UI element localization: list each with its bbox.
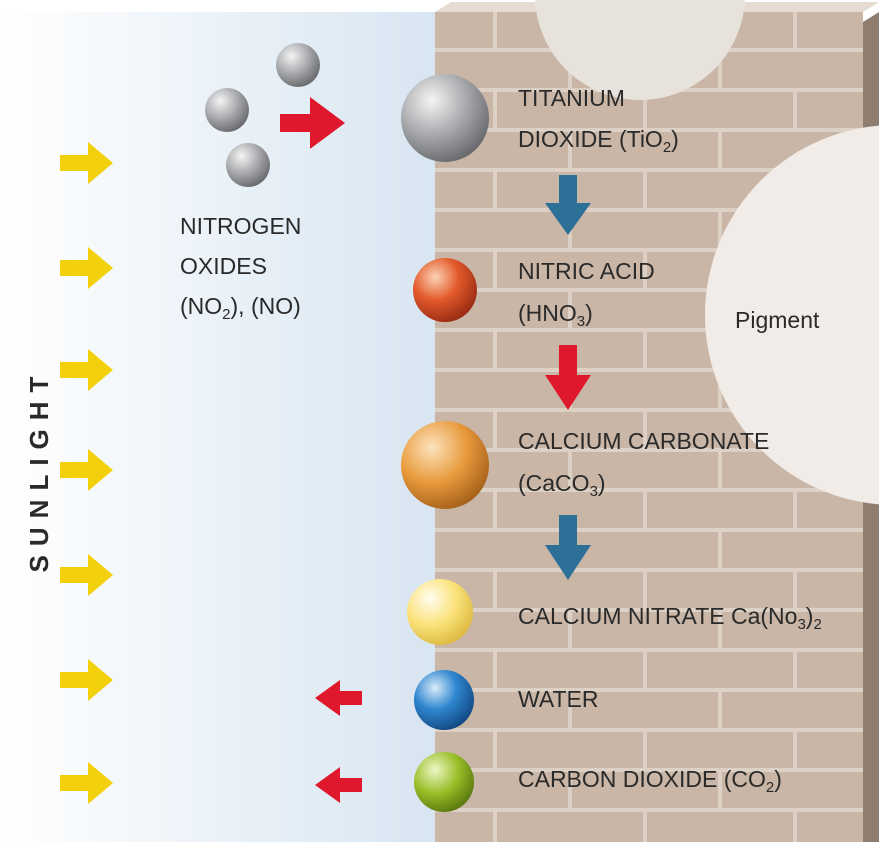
- label-text: WATER: [518, 686, 599, 712]
- label-line: CALCIUM CARBONATE: [518, 428, 769, 454]
- label-text: ), (NO): [231, 293, 301, 319]
- label-line: TITANIUM: [518, 85, 625, 111]
- sphere: [401, 74, 489, 162]
- subscript: 3: [590, 483, 598, 500]
- sunlight-label: SUNLIGHT: [24, 368, 54, 573]
- label-line: CALCIUM NITRATE Ca(No3)2: [518, 603, 822, 633]
- label-text: ): [774, 766, 782, 792]
- sky: [0, 12, 440, 842]
- label-text: DIOXIDE (TiO: [518, 126, 663, 152]
- no-molecule: [205, 88, 249, 132]
- label-text: NITRIC ACID: [518, 258, 655, 284]
- label-text: CARBON DIOXIDE (CO: [518, 766, 766, 792]
- sphere: [414, 670, 474, 730]
- label-line: WATER: [518, 686, 599, 712]
- sphere: [413, 258, 477, 322]
- label-text: (CaCO: [518, 470, 590, 496]
- sphere: [407, 579, 473, 645]
- label-text: CALCIUM NITRATE Ca(No: [518, 603, 797, 629]
- label-text: (NO: [180, 293, 222, 319]
- subscript: 3: [797, 616, 805, 633]
- label-text: (HNO: [518, 300, 577, 326]
- subscript: 2: [663, 139, 671, 156]
- label-text: CALCIUM CARBONATE: [518, 428, 769, 454]
- subscript: 2: [222, 306, 230, 323]
- label-text: ): [585, 300, 593, 326]
- label-text: ): [671, 126, 679, 152]
- sphere: [414, 752, 474, 812]
- label-text: NITROGEN: [180, 213, 301, 239]
- label-text: ): [598, 470, 606, 496]
- label-text: TITANIUM: [518, 85, 625, 111]
- no-molecule: [276, 43, 320, 87]
- label-line: NITRIC ACID: [518, 258, 655, 284]
- subscript: 2: [813, 616, 821, 633]
- sphere: [401, 421, 489, 509]
- label-line: DIOXIDE (TiO2): [518, 126, 679, 156]
- subscript: 2: [766, 779, 774, 796]
- pigment-label: Pigment: [735, 307, 820, 333]
- label-line: OXIDES: [180, 253, 267, 279]
- label-line: CARBON DIOXIDE (CO2): [518, 766, 782, 796]
- diagram: Pigment SUNLIGHT NITROGENOXIDES(NO2), (N…: [0, 0, 879, 842]
- label-line: NITROGEN: [180, 213, 301, 239]
- label-text: OXIDES: [180, 253, 267, 279]
- subscript: 3: [577, 313, 585, 330]
- label-line: (NO2), (NO): [180, 293, 301, 323]
- label-text: ): [806, 603, 814, 629]
- no-molecule: [226, 143, 270, 187]
